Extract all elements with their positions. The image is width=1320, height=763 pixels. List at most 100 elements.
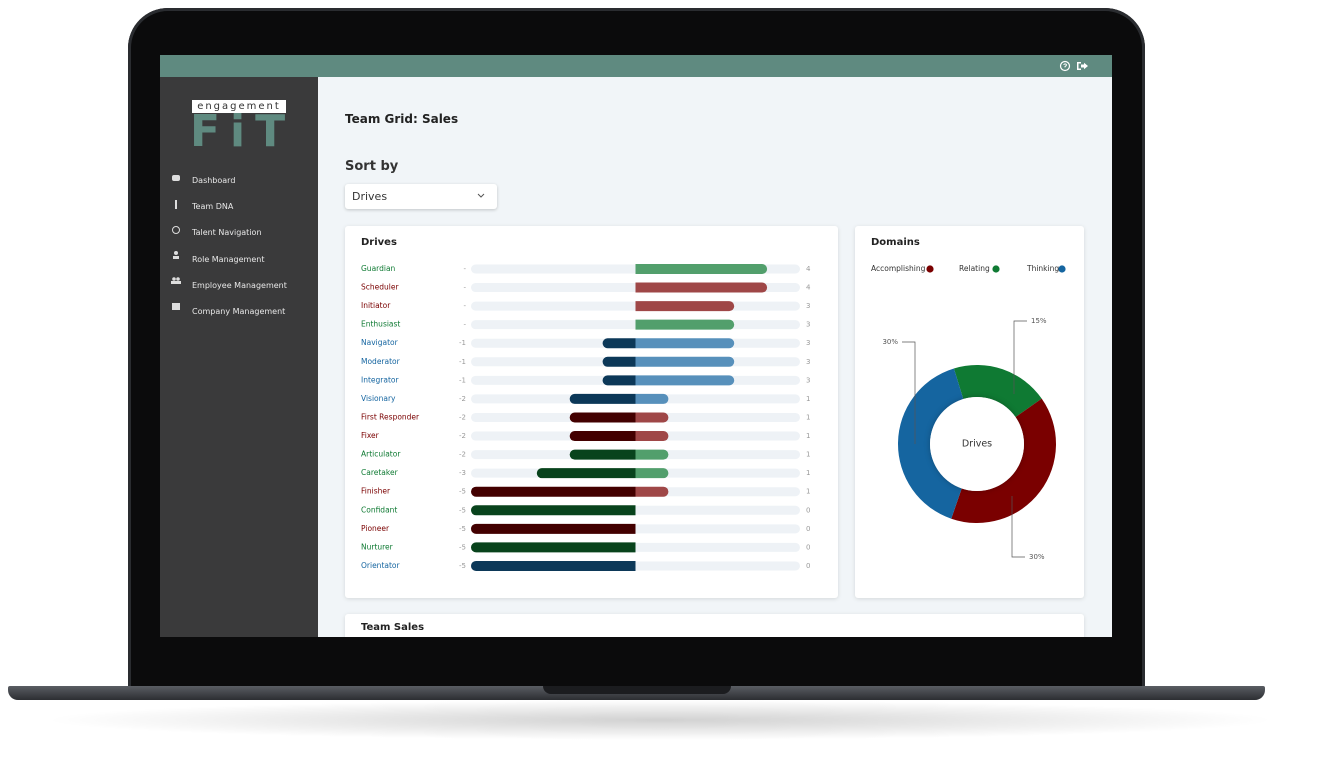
category-label: Enthusiast <box>361 320 400 329</box>
bar-left <box>471 560 636 571</box>
legend-dot <box>992 265 1000 273</box>
chart-title: Drives <box>361 237 397 248</box>
leader-line <box>902 341 916 444</box>
bar-right <box>635 264 768 274</box>
donut-slice <box>953 365 1042 418</box>
bar-left <box>602 375 636 386</box>
top-bar <box>160 55 1112 77</box>
right-value-label: 1 <box>806 432 810 440</box>
left-value-label: -2 <box>459 395 466 403</box>
right-value-label: 0 <box>806 506 810 514</box>
right-value-label: 3 <box>806 339 810 347</box>
legend-dot <box>926 265 934 273</box>
right-value-label: 4 <box>806 284 811 292</box>
icon <box>171 281 181 284</box>
bar-right <box>635 375 735 386</box>
category-label: Integrator <box>361 375 399 384</box>
legend-label: Thinking <box>1026 264 1059 273</box>
left-value-label: -5 <box>459 488 466 496</box>
left-value-label: -2 <box>459 451 466 459</box>
shadow <box>40 700 1280 740</box>
bar-left <box>569 449 636 460</box>
bar-left <box>471 486 636 497</box>
right-value-label: 4 <box>806 265 811 273</box>
right-value-label: 1 <box>806 413 810 421</box>
bar-right <box>635 338 735 349</box>
chevron <box>477 193 485 198</box>
left-value-label: -1 <box>459 339 466 347</box>
right-value-label: 3 <box>806 376 810 384</box>
bar-left <box>569 393 636 404</box>
sort-label: Sort by <box>345 159 399 174</box>
bar-right <box>635 301 735 312</box>
domains-chart: Domains Accomplishing Relating Thinking Dri… <box>871 237 1066 561</box>
drives-card: Drives Guardian -4 Scheduler -4 Initiator -3 E… <box>345 226 838 598</box>
nav-item[interactable]: Team DNA <box>192 202 234 211</box>
category-label: Orientator <box>361 561 401 570</box>
bar-right <box>635 449 669 460</box>
logo-mark: FiT <box>190 106 296 157</box>
category-label: Pioneer <box>361 524 390 533</box>
category-label: Nurturer <box>361 542 394 551</box>
icon <box>174 251 178 255</box>
category-label: Moderator <box>361 357 401 366</box>
right-value-label: 1 <box>806 395 810 403</box>
bar-right <box>635 468 669 479</box>
left-value-label: -2 <box>459 413 466 421</box>
icon <box>175 200 177 209</box>
bar-left <box>471 523 636 534</box>
bar-left <box>602 356 636 367</box>
chart-title: Domains <box>871 237 920 248</box>
category-label: Visionary <box>361 394 396 403</box>
header-icons <box>1059 60 1088 72</box>
leader-line <box>1013 320 1027 394</box>
legend-dot <box>1058 265 1066 273</box>
legend-label: Relating <box>959 264 990 273</box>
right-value-label: 3 <box>806 358 810 366</box>
left-value-label: -2 <box>459 432 466 440</box>
right-value-label: 3 <box>806 302 810 310</box>
nav-item[interactable]: Dashboard <box>192 176 236 185</box>
value-label: 30% <box>882 338 898 346</box>
icon <box>172 226 180 234</box>
right-value-label: 0 <box>806 543 810 551</box>
icon <box>172 277 176 281</box>
sort-value: Drives <box>352 190 388 203</box>
left-value-label: -5 <box>459 525 466 533</box>
nav-item[interactable]: Employee Management <box>192 281 287 290</box>
bar-right <box>635 393 669 404</box>
category-label: Finisher <box>361 487 391 496</box>
left-value-label: -1 <box>459 376 466 384</box>
value-label: 30% <box>1029 553 1045 561</box>
bar-right <box>635 431 669 442</box>
donut-slice <box>898 368 964 519</box>
icon <box>176 277 180 281</box>
nav-item[interactable]: Talent Navigation <box>192 228 262 237</box>
bar-left <box>471 505 636 516</box>
right-value-label: 3 <box>806 321 810 329</box>
bar-right <box>635 486 669 497</box>
left-value-label: -5 <box>459 543 466 551</box>
donut-hole <box>930 397 1024 491</box>
logout-icon[interactable] <box>1077 62 1088 70</box>
sidebar: engagement FiT Dashboard Team DNA Talent… <box>160 77 318 637</box>
sort-select[interactable]: Drives <box>345 184 497 209</box>
leader-line <box>1011 496 1025 558</box>
center-label: Drives <box>962 439 992 450</box>
help-icon[interactable] <box>1059 60 1071 72</box>
bar-right <box>635 319 735 330</box>
category-label: Confidant <box>361 505 397 514</box>
left-value-label: - <box>463 321 466 329</box>
right-value-label: 0 <box>806 562 810 570</box>
team-sales-card: Team Sales <box>345 614 1084 637</box>
bar-right <box>635 412 669 423</box>
category-label: Navigator <box>361 338 399 347</box>
category-label: Caretaker <box>361 468 399 477</box>
nav-item[interactable]: Role Management <box>192 255 265 264</box>
category-label: Fixer <box>361 431 380 440</box>
nav-item[interactable]: Company Management <box>192 307 286 316</box>
category-label: Articulator <box>361 450 401 459</box>
left-value-label: - <box>463 284 466 292</box>
nav-icons <box>171 175 181 310</box>
bar-left <box>602 338 636 349</box>
